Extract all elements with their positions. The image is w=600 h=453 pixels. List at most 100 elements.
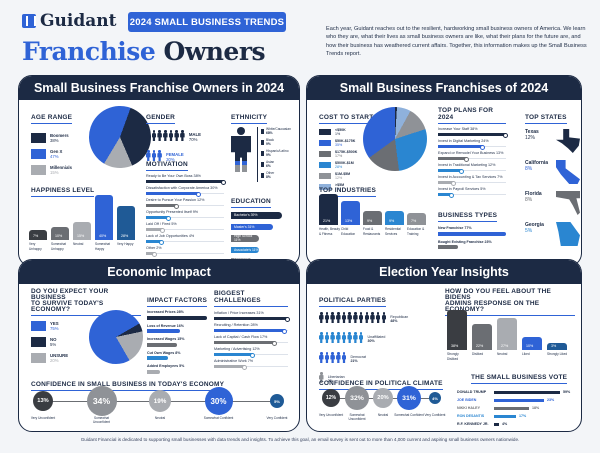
- cost-legend-item: <$50K 1%: [319, 128, 373, 136]
- survive-section: DO YOU EXPECT YOUR BUSINESS TO SURVIVE TO…: [31, 288, 141, 369]
- age-legend-item: Gen X 47%: [31, 149, 72, 159]
- challenge-item: Lack of Capital / Cash Flow 17%: [214, 335, 288, 346]
- female-person-icon: [152, 150, 157, 161]
- cost-heading: COST TO START: [319, 114, 374, 124]
- vote-heading: THE SMALL BUSINESS VOTE: [471, 374, 568, 384]
- legend-swatch: [31, 321, 46, 331]
- econ-confidence-circle: 30%: [204, 387, 233, 415]
- plan-item: Expand or Remodel Your Business 13%: [438, 151, 506, 162]
- legend-swatch: [319, 129, 331, 135]
- motivation-item: Ready to Be Your Own Boss 38%: [146, 174, 226, 185]
- vote-bar: [494, 398, 544, 402]
- biden-heading: HOW DO YOU FEEL ABOUT THE BIDENS ADMINS R…: [445, 288, 575, 316]
- education-heading: EDUCATION: [231, 198, 271, 208]
- economy-panel-title: Economic Impact: [19, 260, 299, 284]
- education-bar: Associate's 11%: [231, 246, 259, 253]
- male-person-icon: [163, 130, 168, 141]
- motivation-item: Other 2%: [146, 246, 224, 257]
- ethnicity-item: White/Caucasian 68%: [261, 127, 291, 135]
- impact-heading: IMPACT FACTORS: [147, 297, 207, 307]
- cost-legend-item: $50K-$175K 35%: [319, 139, 373, 147]
- state-item: Florida 8%: [525, 191, 580, 222]
- california-map-icon: [556, 160, 580, 184]
- impact-bar: [147, 356, 168, 360]
- age-legend-item: Millennials 15%: [31, 165, 72, 175]
- political-confidence-circle: 12%: [322, 389, 340, 407]
- happiness-bar: 28%: [117, 206, 135, 240]
- party-person-icon: [365, 312, 370, 323]
- impact-bar: [147, 315, 207, 320]
- political-confidence-circle: 20%: [373, 388, 393, 408]
- challenge-item: Administrative Work 7%: [214, 359, 288, 370]
- slider-knob: [463, 156, 469, 162]
- franchises-panel: Small Business Franchises of 2024 COST T…: [306, 75, 582, 267]
- slider-knob: [250, 352, 256, 358]
- slider-knob: [196, 191, 202, 197]
- industry-bar-label: Education & Training: [407, 227, 425, 236]
- party-person-icon: [342, 352, 347, 363]
- slider-knob: [152, 251, 158, 257]
- happiness-labels: Very Unhappy Somewhat Unhappy Neutral Somew…: [29, 242, 139, 252]
- male-row: MALE 70%: [146, 128, 201, 146]
- vote-row: RON DESANTIS 17%: [457, 414, 527, 418]
- motivation-item: Opportunity Presented Itself 9%: [146, 210, 224, 221]
- footer-note: Guidant Financial is dedicated to suppor…: [80, 437, 520, 442]
- slider-knob: [451, 180, 457, 186]
- slider-knob: [221, 179, 226, 185]
- male-person-icon: [180, 130, 185, 141]
- happiness-bar-label: Somewhat Unhappy: [51, 242, 67, 251]
- industries-section: TOP INDUSTRIES: [319, 179, 377, 197]
- state-item: Georgia 5%: [525, 222, 580, 253]
- slider-knob: [503, 132, 508, 138]
- guidant-logo-icon: [22, 14, 36, 28]
- vote-row: NIKKI HALEY 18%: [457, 406, 540, 410]
- plan-item: Invest in Payroll Services 5%: [438, 187, 506, 198]
- state-item: Texas 12%: [525, 129, 580, 160]
- biden-bar: 3%: [547, 343, 567, 350]
- education-bar: High School 11%: [231, 234, 259, 242]
- party-person-icon: [359, 332, 364, 343]
- person-figure-icon: [231, 127, 251, 172]
- female-person-icon: [146, 150, 151, 161]
- vote-bar: [494, 390, 560, 394]
- slider-knob: [479, 144, 485, 150]
- motivation-item: Desire to Pursue Your Passion 12%: [146, 198, 224, 209]
- econ-confidence-circle: 5%: [270, 394, 284, 408]
- survive-legend-item: UNSURE 20%: [31, 353, 141, 363]
- party-row: Unaffiliated 30%: [319, 330, 444, 348]
- education-bar: Master's 31%: [231, 223, 274, 230]
- parties-heading: POLITICAL PARTIES: [319, 297, 387, 307]
- industry-bar: 9%: [363, 211, 382, 225]
- cost-legend-item: $1M-$5M 12%: [319, 172, 373, 180]
- biden-labels: Strongly Disliked Disliked Neutral Liked Str…: [447, 352, 572, 362]
- impact-bar: [147, 342, 177, 347]
- age-legend-item: Boomers 38%: [31, 133, 72, 143]
- biden-bar: 22%: [472, 324, 492, 350]
- plans-heading: TOP PLANS FOR 2024: [438, 107, 506, 124]
- plan-item: Increase Your Staff 38%: [438, 127, 508, 138]
- legend-swatch: [31, 353, 46, 363]
- party-row: Libertarian 2%: [319, 370, 444, 388]
- industries-labels: Health, Beauty & Fitness Child Education F…: [319, 227, 431, 239]
- motivation-heading: MOTIVATION: [146, 161, 188, 171]
- biden-section: HOW DO YOU FEEL ABOUT THE BIDENS ADMINS R…: [445, 288, 575, 316]
- happiness-bar-label: Somewhat Happy: [95, 242, 111, 251]
- political-confidence-circle: 32%: [345, 386, 369, 410]
- texas-map-icon: [556, 129, 580, 153]
- biden-chart: 38% 22% 27% 10% 3%: [447, 308, 572, 350]
- econ-confidence-scale: 13% Very Unconfident 34% Somewhat Unconfide…: [31, 385, 289, 427]
- vote-row: R.F. KENNEDY JR. 4%: [457, 422, 508, 426]
- age-range-heading: AGE RANGE: [31, 114, 73, 124]
- legend-swatch: [31, 133, 46, 143]
- vote-bar: [494, 422, 499, 426]
- cost-legend-item: $500K-$1M 28%: [319, 161, 373, 169]
- challenge-item: Marketing / Advertising 12%: [214, 347, 288, 358]
- cost-legend-item: >$5M 7%: [319, 183, 373, 191]
- motivation-item: Dissatisfaction with Corporate America 3…: [146, 186, 224, 197]
- party-person-icon: [370, 312, 375, 323]
- party-person-icon: [353, 312, 358, 323]
- education-section: EDUCATION Bachelor's 39% Master's 31% High…: [231, 190, 297, 266]
- states-section: TOP STATES Texas 12% California 8% Florida 8%…: [525, 106, 580, 253]
- party-person-icon: [319, 332, 324, 343]
- challenges-heading: BIGGEST CHALLENGES: [214, 290, 288, 307]
